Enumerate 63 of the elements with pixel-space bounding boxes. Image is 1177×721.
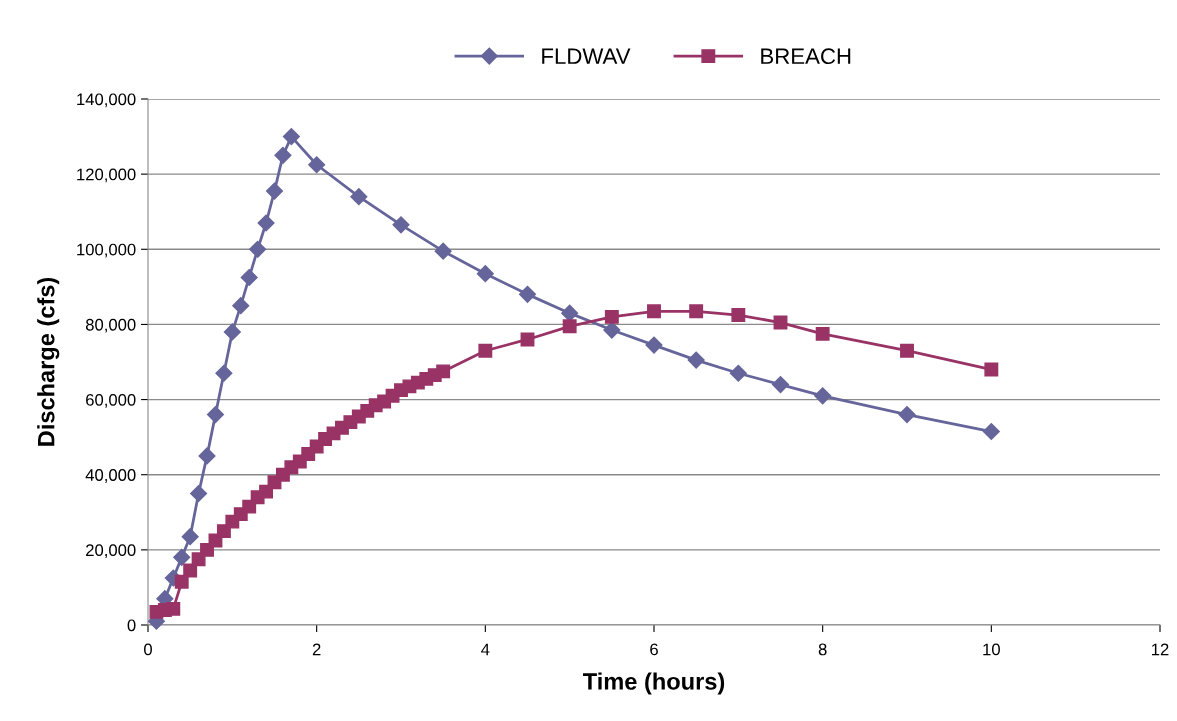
point bbox=[215, 364, 233, 382]
point bbox=[814, 387, 832, 405]
point bbox=[257, 214, 275, 232]
point bbox=[689, 304, 704, 319]
point bbox=[274, 146, 292, 164]
point bbox=[729, 364, 747, 382]
point bbox=[282, 128, 300, 146]
y-tick-label: 120,000 bbox=[77, 168, 136, 183]
y-tick-label: 80,000 bbox=[85, 318, 136, 333]
point bbox=[200, 542, 214, 557]
point bbox=[561, 304, 579, 322]
point bbox=[206, 406, 225, 424]
x-tick-label: 0 bbox=[144, 643, 152, 656]
point bbox=[771, 375, 790, 394]
point bbox=[898, 406, 916, 424]
point bbox=[249, 240, 267, 258]
x-tick-label: 6 bbox=[650, 643, 658, 656]
point bbox=[478, 343, 493, 358]
point bbox=[604, 309, 619, 324]
point bbox=[308, 156, 326, 174]
point bbox=[436, 364, 451, 379]
point bbox=[198, 447, 216, 465]
point bbox=[645, 336, 663, 354]
point bbox=[173, 548, 191, 566]
point bbox=[232, 297, 250, 315]
point bbox=[240, 268, 258, 287]
point bbox=[265, 182, 284, 200]
point bbox=[223, 323, 241, 341]
point bbox=[518, 285, 537, 303]
x-tick-label: 10 bbox=[983, 643, 1000, 656]
point bbox=[259, 484, 274, 499]
point bbox=[562, 319, 577, 334]
point bbox=[183, 563, 198, 578]
point bbox=[190, 484, 208, 503]
point bbox=[900, 343, 914, 358]
y-tick-label: 40,000 bbox=[85, 469, 136, 483]
point bbox=[982, 422, 1000, 441]
point bbox=[647, 304, 661, 319]
legend-label: FLDWAV bbox=[542, 48, 631, 64]
point bbox=[476, 265, 494, 283]
y-tick-label: 0 bbox=[127, 619, 136, 632]
point bbox=[181, 528, 199, 546]
x-tick-label: 8 bbox=[818, 643, 827, 656]
y-tick-label: 60,000 bbox=[86, 393, 136, 408]
y-tick-label: 100,000 bbox=[77, 243, 136, 258]
point bbox=[166, 601, 181, 616]
point bbox=[731, 308, 746, 322]
x-tick-label: 4 bbox=[481, 643, 490, 656]
y-tick-label: 20,000 bbox=[86, 544, 136, 559]
point bbox=[392, 216, 410, 234]
point bbox=[687, 351, 705, 369]
x-tick-label: 2 bbox=[312, 643, 321, 656]
legend-label: BREACH bbox=[761, 48, 851, 65]
point bbox=[984, 362, 999, 377]
point bbox=[350, 188, 368, 206]
x-tick-label: 12 bbox=[1152, 643, 1169, 656]
point bbox=[603, 321, 621, 339]
y-tick-label: 140,000 bbox=[77, 93, 136, 108]
point bbox=[815, 326, 830, 341]
point bbox=[174, 574, 189, 589]
point bbox=[434, 242, 452, 260]
y-axis-title: Discharge (cfs) bbox=[37, 277, 60, 446]
x-axis-title: Time (hours) bbox=[582, 672, 725, 695]
